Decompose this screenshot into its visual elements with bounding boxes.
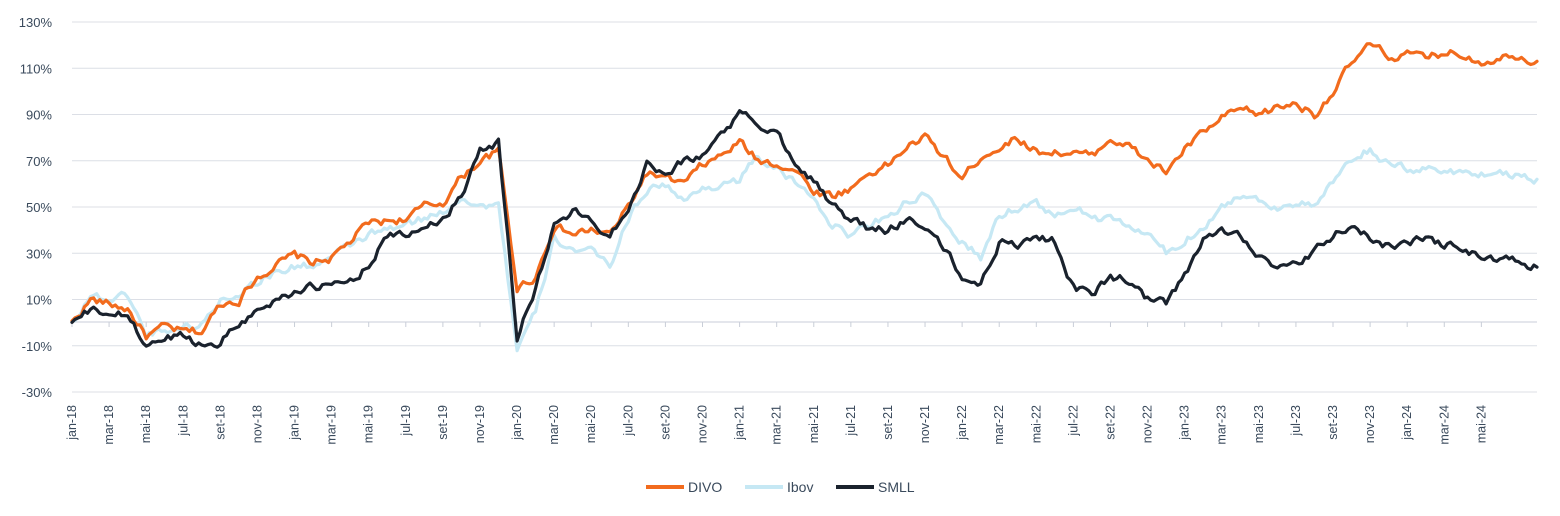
x-tick-label: set-21 [881,405,895,440]
x-tick-label: nov-23 [1363,405,1377,443]
y-tick-label: 50% [26,200,52,215]
legend-label-ibov: Ibov [787,479,813,495]
x-tick-label: set-19 [436,405,450,440]
y-tick-label: 130% [19,15,53,30]
y-tick-label: 70% [26,154,52,169]
y-tick-label: -10% [22,339,53,354]
x-tick-label: nov-21 [918,405,932,443]
x-tick-label: mar-24 [1437,405,1451,445]
x-tick-label: set-18 [213,405,227,440]
x-tick-label: mai-23 [1252,405,1266,443]
x-tick-label: set-22 [1103,405,1117,440]
x-tick-label: mai-22 [1029,405,1043,443]
x-tick-label: jan-20 [510,405,524,441]
x-tick-label: mar-23 [1215,405,1229,445]
x-tick-label: jan-23 [1178,405,1192,441]
y-tick-label: 110% [20,61,53,76]
x-tick-label: jan-24 [1400,405,1414,441]
x-tick-label: mai-18 [139,405,153,443]
series-line-ibov [70,147,1539,353]
x-tick-label: set-20 [658,405,672,440]
x-axis-ticks: jan-18 mar-18 mai-18 jul-18 set-18 nov-18 jan-… [65,322,1488,445]
x-tick-label: jul-18 [176,405,190,437]
x-tick-label: jan-18 [65,405,79,441]
x-tick-label: set-23 [1326,405,1340,440]
legend-label-smll: SMLL [878,479,915,495]
x-tick-label: mar-20 [547,405,561,445]
y-tick-label: 90% [26,108,52,123]
x-tick-label: mai-19 [362,405,376,443]
x-tick-label: jan-22 [955,405,969,441]
x-tick-label: nov-20 [696,405,710,443]
series-line-divo [70,42,1539,341]
x-tick-label: jul-21 [844,405,858,437]
x-tick-label: jan-21 [733,405,747,441]
x-tick-label: mai-20 [584,405,598,443]
x-tick-label: mai-24 [1474,405,1488,443]
x-tick-label: mar-18 [102,405,116,445]
y-tick-label: 30% [26,246,52,261]
grid-lines [72,21,1537,393]
x-tick-label: mar-19 [325,405,339,445]
x-tick-label: jul-22 [1066,405,1080,437]
legend: DIVO Ibov SMLL [646,479,915,495]
x-tick-label: nov-19 [473,405,487,443]
y-axis-ticks: 130% 110% 90% 70% 50% 30% 10% -10% -30% [19,15,53,400]
legend-label-divo: DIVO [688,479,722,495]
x-tick-label: jul-19 [399,405,413,437]
series-line-smll [70,109,1539,349]
y-tick-label: -30% [22,385,53,400]
x-tick-label: jul-23 [1289,405,1303,437]
x-tick-label: nov-18 [250,405,264,443]
series-lines [70,42,1539,353]
x-tick-label: nov-22 [1141,405,1155,443]
x-tick-label: mar-22 [992,405,1006,445]
x-tick-label: jul-20 [621,405,635,437]
x-tick-label: mai-21 [807,405,821,443]
y-tick-label: 10% [26,293,52,308]
x-tick-label: jan-19 [288,405,302,441]
x-tick-label: mar-21 [770,405,784,445]
